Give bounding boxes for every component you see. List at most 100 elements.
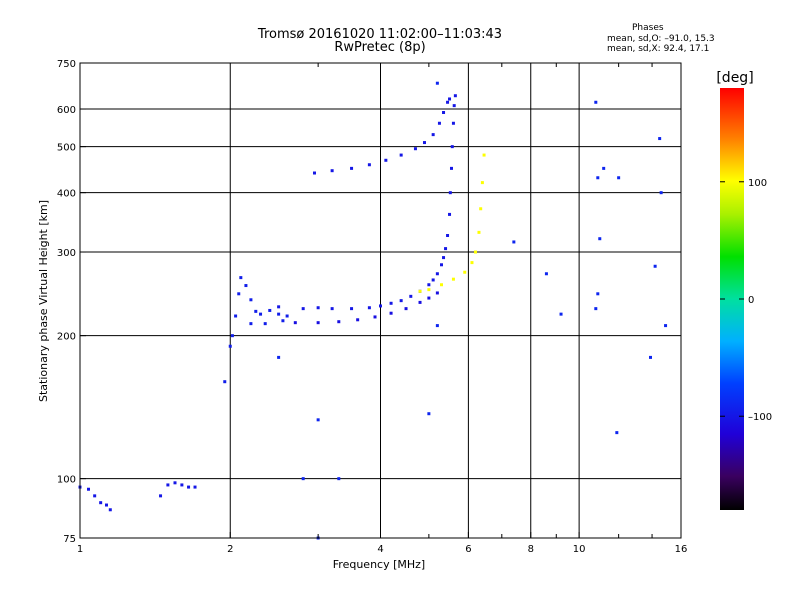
- data-point: [448, 97, 452, 101]
- colorbar-tick-label: 100: [748, 178, 767, 189]
- data-point: [653, 264, 657, 268]
- data-point: [431, 133, 435, 137]
- colorbar-tick-label: –100: [748, 412, 772, 423]
- data-point: [356, 318, 360, 322]
- data-point: [316, 306, 320, 310]
- data-point: [104, 503, 108, 507]
- data-point: [598, 237, 602, 241]
- data-point: [223, 380, 227, 384]
- data-points: [78, 81, 668, 540]
- data-point: [99, 501, 103, 505]
- grid-lines: [80, 63, 681, 538]
- data-point: [448, 212, 452, 216]
- data-point: [293, 321, 297, 325]
- x-tick-label: 6: [465, 544, 471, 555]
- data-point: [477, 230, 481, 234]
- colorbar-ticks: 100 0 –100: [720, 178, 772, 423]
- data-point: [451, 121, 455, 125]
- data-point: [337, 477, 341, 481]
- data-point: [594, 307, 598, 311]
- data-point: [239, 276, 243, 280]
- x-tick-label: 8: [528, 544, 534, 555]
- data-point: [228, 344, 232, 348]
- data-point: [389, 301, 393, 305]
- data-point: [512, 240, 516, 244]
- data-point: [301, 477, 305, 481]
- data-point: [449, 166, 453, 170]
- data-point: [187, 485, 191, 489]
- data-point: [442, 110, 446, 114]
- data-point: [159, 494, 163, 498]
- data-point: [427, 283, 431, 287]
- data-point: [596, 292, 600, 296]
- data-point: [435, 81, 439, 85]
- phases-x-mode: mean, sd,X: 92.4, 17.1: [607, 44, 710, 54]
- chart-subtitle: RwPretec (8p): [334, 40, 426, 55]
- data-point: [435, 272, 439, 276]
- y-tick-label: 400: [57, 189, 76, 200]
- data-point: [399, 153, 403, 157]
- data-point: [399, 299, 403, 303]
- data-point: [259, 312, 263, 316]
- data-point: [173, 481, 177, 485]
- data-point: [404, 307, 408, 311]
- data-point: [230, 334, 234, 338]
- x-tick-label: 1: [77, 544, 83, 555]
- data-point: [312, 171, 316, 175]
- data-point: [409, 294, 413, 298]
- data-point: [470, 261, 474, 265]
- colorbar-tick-label: 0: [748, 295, 754, 306]
- data-point: [254, 309, 258, 313]
- data-point: [244, 284, 248, 288]
- y-tick-label: 750: [57, 59, 76, 70]
- data-point: [249, 322, 253, 326]
- data-point: [664, 324, 668, 328]
- y-tick-label: 600: [57, 105, 76, 116]
- y-axis-label: Stationary phase Virtual Height [km]: [37, 200, 50, 402]
- data-point: [249, 298, 253, 302]
- data-point: [330, 307, 334, 311]
- data-point: [180, 483, 184, 487]
- data-point: [93, 494, 97, 498]
- data-point: [389, 311, 393, 315]
- x-tick-label: 2: [227, 544, 233, 555]
- data-point: [193, 485, 197, 489]
- data-point: [379, 304, 382, 308]
- data-point: [330, 169, 334, 173]
- data-point: [418, 300, 422, 304]
- y-axis-ticks: 75 100 200 300 400 500 600 750: [57, 59, 86, 545]
- data-point: [431, 278, 435, 282]
- colorbar-label: [deg]: [716, 70, 753, 86]
- data-point: [463, 270, 467, 274]
- data-point: [559, 312, 563, 316]
- data-point: [418, 289, 422, 293]
- data-point: [384, 158, 388, 162]
- data-point: [166, 483, 170, 487]
- y-tick-label: 100: [57, 475, 76, 486]
- data-point: [453, 94, 457, 98]
- data-point: [422, 141, 426, 145]
- y-tick-label: 75: [63, 534, 76, 545]
- chart-title: Tromsø 20161020 11:02:00–11:03:43: [257, 27, 503, 42]
- data-point: [427, 296, 431, 300]
- x-axis-label: Frequency [MHz]: [333, 558, 425, 571]
- data-point: [596, 176, 600, 180]
- data-point: [594, 100, 598, 104]
- data-point: [263, 322, 267, 326]
- x-tick-label: 16: [675, 544, 688, 555]
- data-point: [413, 147, 417, 151]
- data-point: [446, 100, 450, 104]
- data-point: [615, 431, 619, 435]
- data-point: [337, 320, 341, 324]
- data-point: [367, 306, 371, 310]
- data-point: [658, 137, 662, 141]
- data-point: [479, 207, 483, 211]
- data-point: [602, 166, 606, 170]
- data-point: [435, 291, 439, 295]
- phases-heading: Phases: [632, 23, 664, 33]
- data-point: [480, 181, 484, 185]
- data-point: [440, 263, 444, 267]
- data-point: [427, 288, 431, 292]
- y-tick-label: 200: [57, 332, 76, 343]
- data-point: [649, 355, 653, 359]
